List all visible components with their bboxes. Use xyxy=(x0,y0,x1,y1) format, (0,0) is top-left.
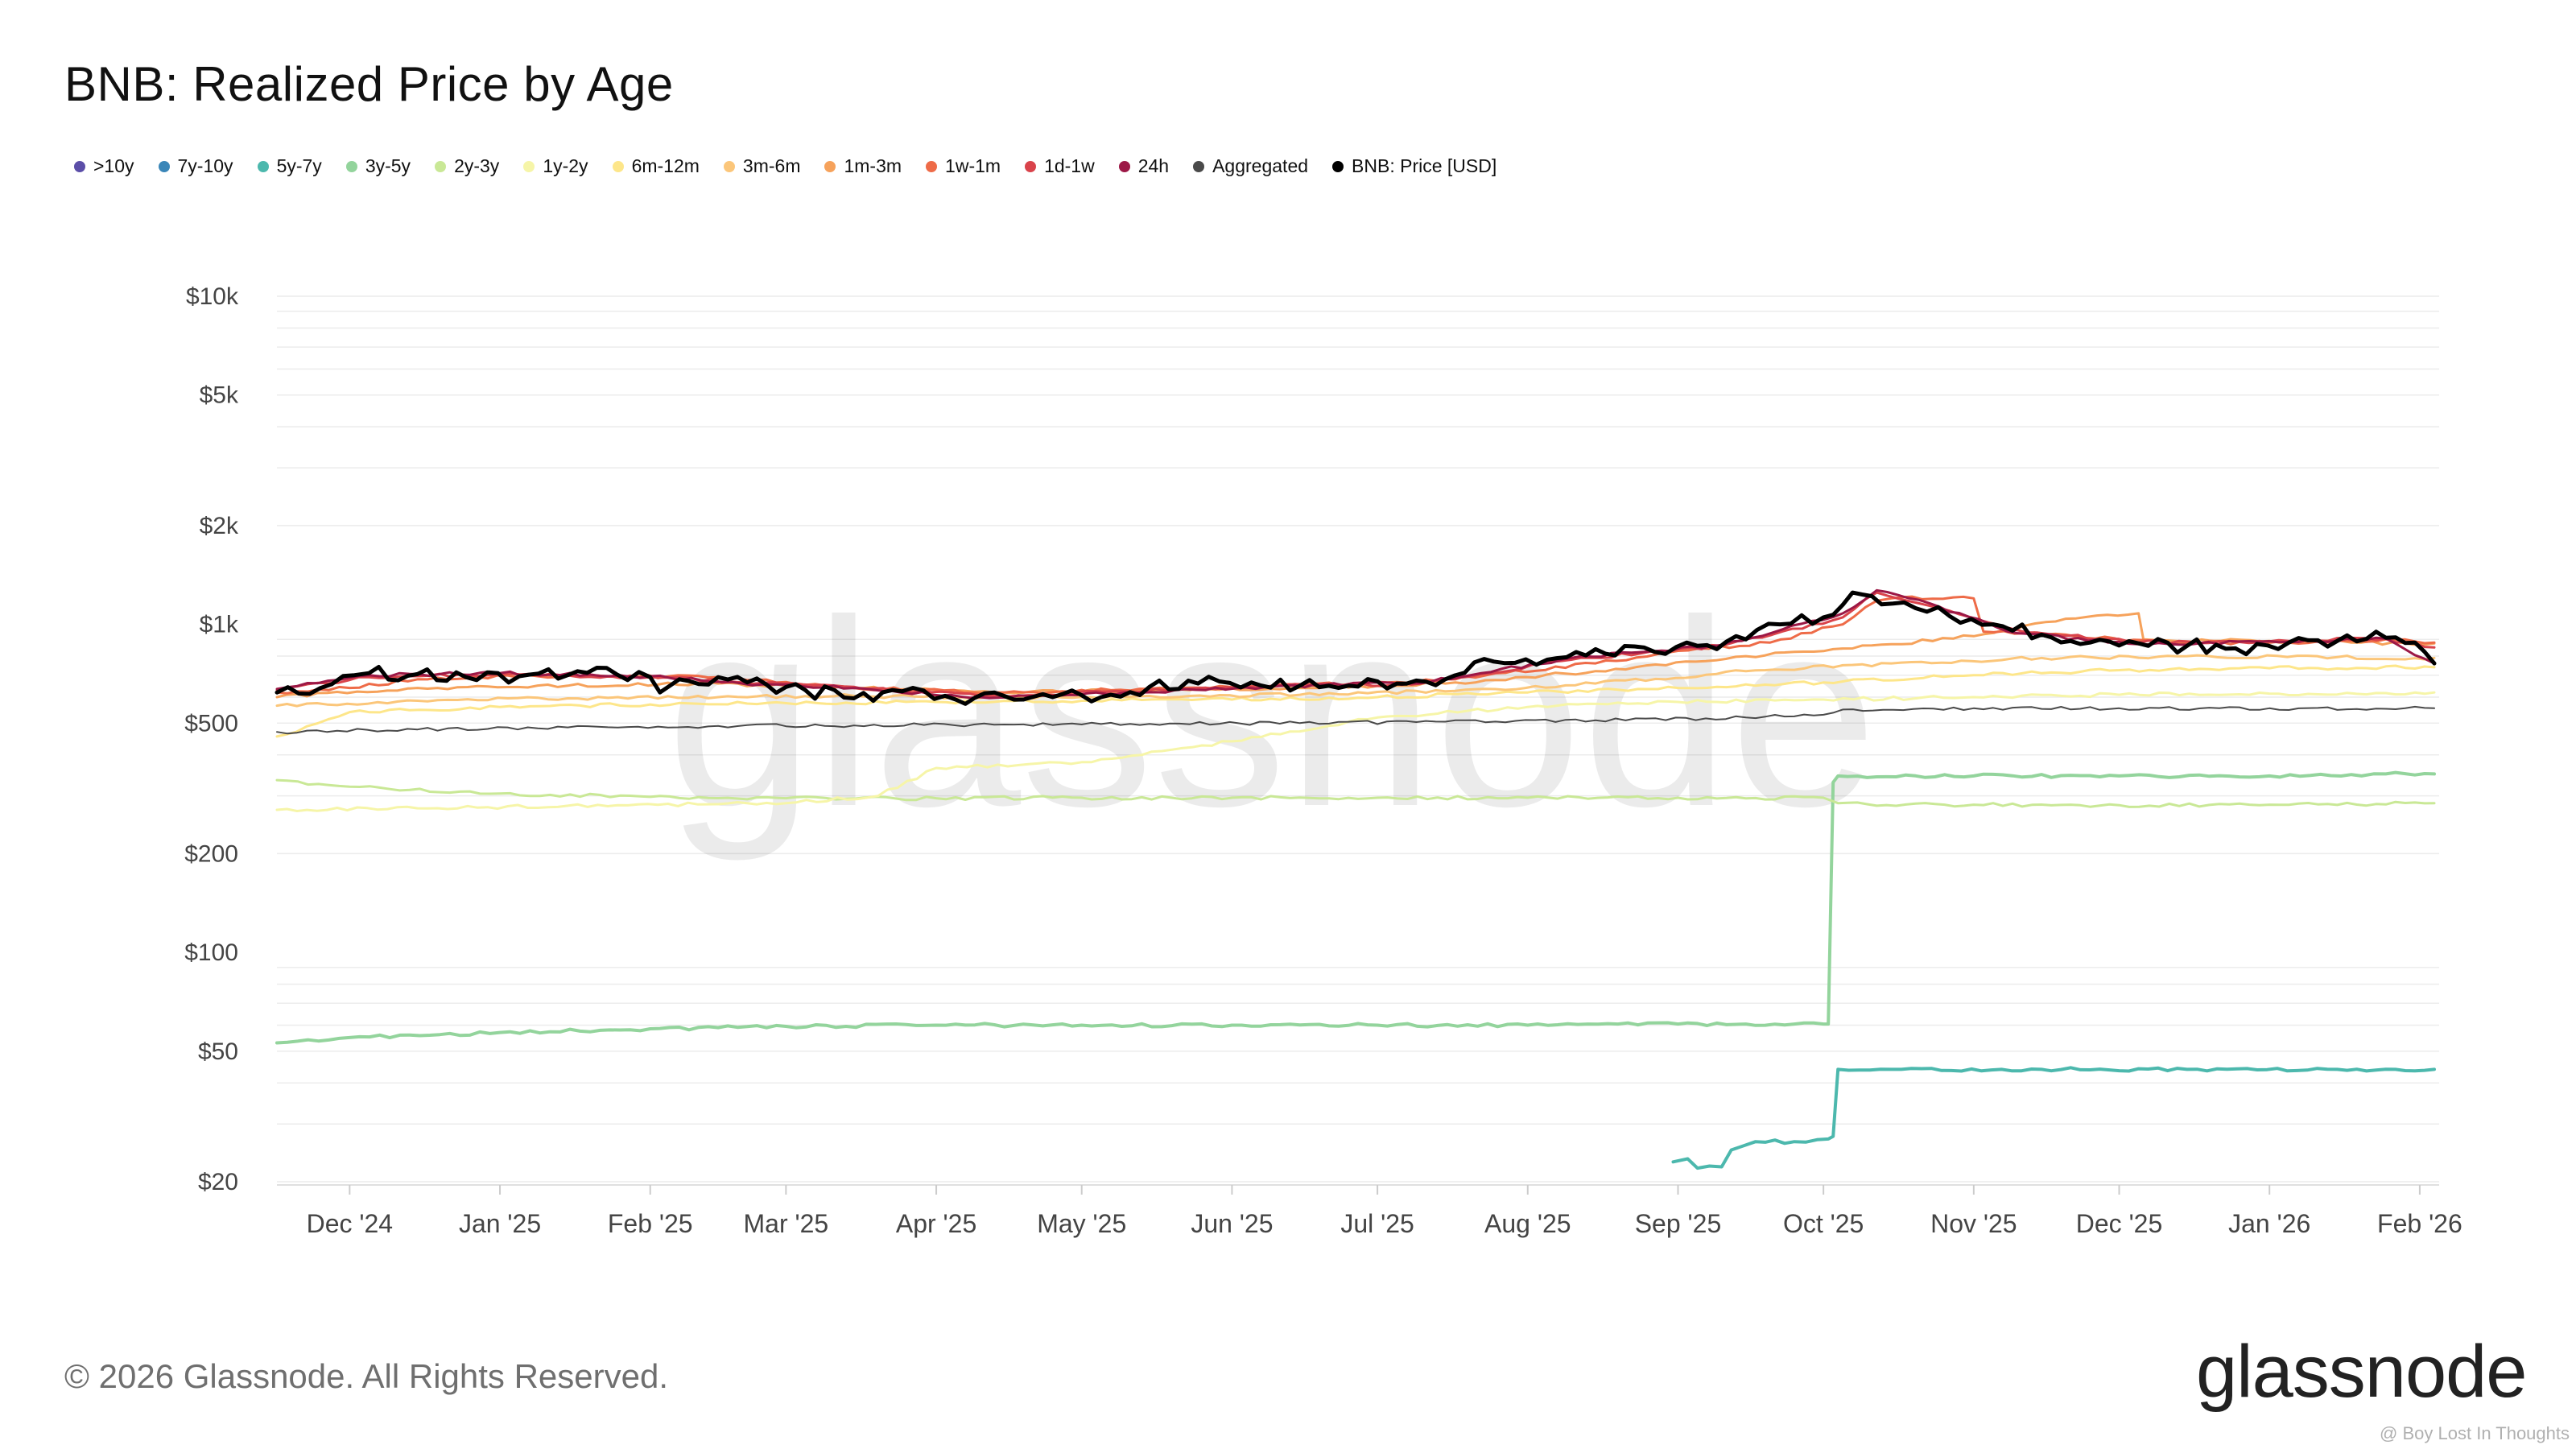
legend-label: 5y-7y xyxy=(276,155,322,176)
credit-watermark: @ Boy Lost In Thoughts xyxy=(2380,1423,2570,1443)
legend-item[interactable]: 5y-7y xyxy=(257,155,322,177)
legend-dot-icon xyxy=(1025,160,1037,172)
y-tick-label: $1k xyxy=(200,612,239,638)
chart-legend: >10y 7y-10y 5y-7y 3y-5y 2y-3y 1y-2y 6m-12m 3m-6… xyxy=(74,155,1521,177)
series-line xyxy=(275,664,2436,738)
legend-label: BNB: Price [USD] xyxy=(1352,155,1497,176)
x-tick-label: Dec '25 xyxy=(2076,1209,2163,1238)
x-tick-label: Aug '25 xyxy=(1484,1209,1571,1238)
legend-dot-icon xyxy=(1332,160,1344,172)
series-line xyxy=(275,778,2436,808)
series-line xyxy=(1671,1066,2436,1170)
legend-item[interactable]: 3y-5y xyxy=(345,155,411,177)
series-line xyxy=(275,588,2436,700)
legend-item[interactable]: BNB: Price [USD] xyxy=(1332,155,1496,177)
legend-dot-icon xyxy=(1193,160,1205,172)
legend-item[interactable]: 6m-12m xyxy=(612,155,700,177)
y-tick-label: $5k xyxy=(200,382,239,409)
legend-item[interactable]: Aggregated xyxy=(1193,155,1308,177)
legend-label: 24h xyxy=(1137,155,1170,176)
legend-label: 1y-2y xyxy=(543,155,588,176)
legend-label: 3m-6m xyxy=(742,155,801,176)
legend-item[interactable]: 3m-6m xyxy=(723,155,801,177)
series-line xyxy=(275,654,2436,708)
legend-dot-icon xyxy=(523,160,535,172)
watermark: glassnode xyxy=(667,564,1878,863)
legend-dot-icon xyxy=(723,160,735,172)
y-tick-label: $2k xyxy=(200,513,239,539)
legend-dot-icon xyxy=(1118,160,1130,172)
chart-title: BNB: Realized Price by Age xyxy=(64,57,674,111)
y-tick-label: $200 xyxy=(184,840,238,867)
glassnode-logo[interactable]: glassnode xyxy=(2196,1331,2527,1413)
legend-dot-icon xyxy=(74,160,85,172)
legend-label: >10y xyxy=(93,155,134,176)
x-tick-label: Dec '24 xyxy=(307,1209,394,1238)
x-tick-label: May '25 xyxy=(1037,1209,1126,1238)
x-tick-label: Jan '25 xyxy=(459,1209,541,1238)
legend-label: 1d-1w xyxy=(1044,155,1095,176)
legend-dot-icon xyxy=(824,160,836,172)
legend-label: 6m-12m xyxy=(631,155,700,176)
legend-label: 2y-3y xyxy=(454,155,500,176)
series-line xyxy=(275,691,2436,812)
x-tick-label: Nov '25 xyxy=(1930,1209,2017,1238)
legend-item[interactable]: 1d-1w xyxy=(1025,155,1095,177)
series-line xyxy=(276,705,2435,735)
legend-dot-icon xyxy=(612,160,624,172)
legend-dot-icon xyxy=(158,160,170,172)
legend-item[interactable]: 1y-2y xyxy=(523,155,588,177)
y-tick-label: $100 xyxy=(184,939,238,966)
x-tick-label: Jul '25 xyxy=(1340,1209,1414,1238)
y-tick-label: $50 xyxy=(198,1038,238,1065)
y-tick-label: $20 xyxy=(198,1169,238,1195)
series-lines xyxy=(275,588,2437,1170)
x-axis: Dec '24 Jan '25 Feb '25 Mar '25 Apr '25 May '… xyxy=(307,1185,2462,1238)
legend-item[interactable]: 2y-3y xyxy=(435,155,499,177)
legend-item[interactable]: 1w-1m xyxy=(926,155,1001,177)
y-tick-label: $500 xyxy=(184,710,238,737)
legend-item[interactable]: 1m-3m xyxy=(824,155,902,177)
legend-label: 1m-3m xyxy=(844,155,902,176)
series-line xyxy=(275,590,2437,706)
series-line xyxy=(275,770,2436,1045)
x-tick-label: Jan '26 xyxy=(2228,1209,2310,1238)
y-axis: $20 $50 $100 $200 $500 $1k $2k $5k $10k xyxy=(184,283,239,1195)
legend-label: Aggregated xyxy=(1212,155,1309,176)
legend-item[interactable]: 7y-10y xyxy=(158,155,233,177)
x-tick-label: Jun '25 xyxy=(1191,1209,1273,1238)
x-tick-label: Apr '25 xyxy=(896,1209,976,1238)
legend-item[interactable]: >10y xyxy=(74,155,134,177)
legend-dot-icon xyxy=(345,160,357,172)
legend-item[interactable]: 24h xyxy=(1118,155,1170,177)
x-tick-label: Feb '26 xyxy=(2377,1209,2462,1238)
legend-label: 7y-10y xyxy=(177,155,233,176)
legend-dot-icon xyxy=(435,160,447,172)
x-tick-label: Oct '25 xyxy=(1783,1209,1864,1238)
y-tick-label: $10k xyxy=(186,283,239,310)
legend-label: 3y-5y xyxy=(365,155,411,176)
copyright-footer: © 2026 Glassnode. All Rights Reserved. xyxy=(64,1357,669,1395)
legend-label: 1w-1m xyxy=(945,155,1001,176)
legend-dot-icon xyxy=(926,160,938,172)
legend-dot-icon xyxy=(257,160,269,172)
x-tick-label: Feb '25 xyxy=(608,1209,693,1238)
x-tick-label: Mar '25 xyxy=(744,1209,829,1238)
x-tick-label: Sep '25 xyxy=(1635,1209,1722,1238)
